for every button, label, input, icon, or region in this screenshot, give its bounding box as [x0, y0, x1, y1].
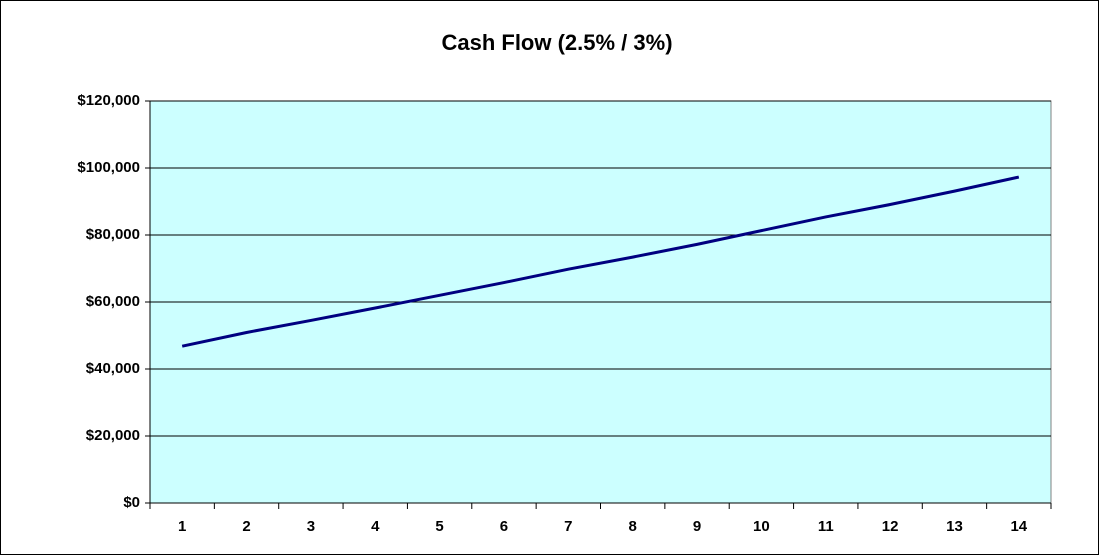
x-tick-label: 11 [818, 518, 834, 535]
x-tick-label: 10 [753, 518, 770, 535]
x-tick-label: 8 [629, 518, 637, 535]
x-tick-label: 5 [435, 518, 443, 535]
y-tick-label: $40,000 [86, 360, 140, 377]
x-tick-label: 9 [693, 518, 701, 535]
x-tick-label: 14 [1010, 518, 1027, 535]
x-tick-label: 13 [946, 518, 963, 535]
x-tick-label: 3 [307, 518, 315, 535]
x-tick-label: 7 [564, 518, 572, 535]
y-tick-label: $0 [123, 494, 140, 511]
chart-title: Cash Flow (2.5% / 3%) [441, 30, 672, 55]
y-tick-label: $100,000 [77, 159, 140, 176]
series-line [181, 175, 1020, 348]
y-tick-label: $80,000 [86, 226, 140, 243]
y-tick-label: $20,000 [86, 427, 140, 444]
y-tick-label: $60,000 [86, 293, 140, 310]
x-tick-label: 6 [500, 518, 508, 535]
x-tick-label: 12 [882, 518, 899, 535]
x-tick-label: 4 [371, 518, 380, 535]
y-tick-label: $120,000 [77, 92, 140, 109]
x-tick-label: 2 [242, 518, 250, 535]
x-tick-label: 1 [178, 518, 186, 535]
